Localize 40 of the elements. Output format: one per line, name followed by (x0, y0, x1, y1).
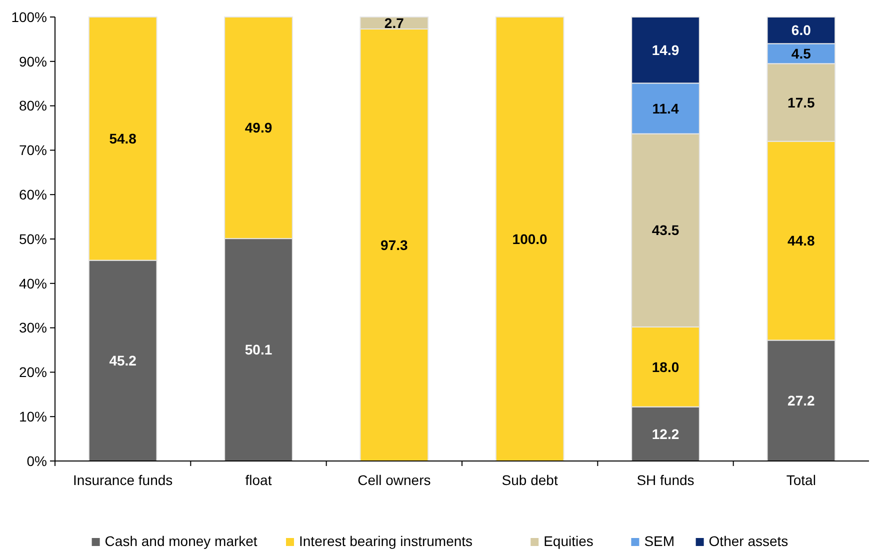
data-label: 14.9 (652, 42, 680, 58)
data-label: 45.2 (109, 352, 137, 369)
data-label: 44.8 (788, 232, 816, 249)
legend-label: Interest bearing instruments (299, 533, 473, 549)
data-label: 2.7 (384, 14, 404, 31)
y-tick-label: 10% (18, 408, 47, 424)
y-tick-label: 60% (18, 186, 47, 202)
data-label: 49.9 (244, 120, 272, 136)
data-label: 4.5 (791, 46, 812, 62)
bar (495, 16, 564, 462)
x-tick-label: Cell owners (358, 472, 431, 488)
y-tick-label: 50% (18, 230, 47, 247)
y-tick-label: 90% (18, 53, 47, 70)
y-tick-label: 30% (18, 320, 47, 336)
data-label: 6.0 (791, 22, 812, 38)
x-tick-label: float (245, 472, 272, 488)
legend-label: SEM (644, 533, 675, 549)
legend-label: Cash and money market (104, 533, 258, 549)
data-label: 27.2 (788, 392, 816, 409)
data-label: 97.3 (380, 236, 408, 253)
data-label: 100.0 (512, 230, 548, 247)
x-tick-label: Insurance funds (73, 472, 173, 488)
legend-label: Equities (544, 533, 594, 549)
data-label: 43.5 (652, 222, 680, 238)
legend-label: Other assets (708, 533, 788, 549)
data-label: 18.0 (652, 358, 680, 375)
data-label: 50.1 (244, 342, 272, 358)
data-label: 54.8 (109, 130, 137, 147)
x-tick-label: Sub debt (502, 472, 558, 488)
y-tick-label: 0% (26, 452, 47, 469)
y-tick-label: 40% (18, 275, 47, 292)
data-label: 17.5 (788, 94, 816, 110)
data-label: 12.2 (652, 426, 680, 442)
y-tick-label: 20% (18, 364, 47, 380)
y-tick-label: 80% (18, 98, 47, 114)
data-label: 11.4 (652, 100, 679, 116)
y-tick-label: 70% (18, 142, 47, 158)
x-tick-label: SH funds (636, 472, 694, 488)
x-tick-label: Total (786, 472, 816, 488)
y-tick-label: 100% (11, 8, 47, 25)
